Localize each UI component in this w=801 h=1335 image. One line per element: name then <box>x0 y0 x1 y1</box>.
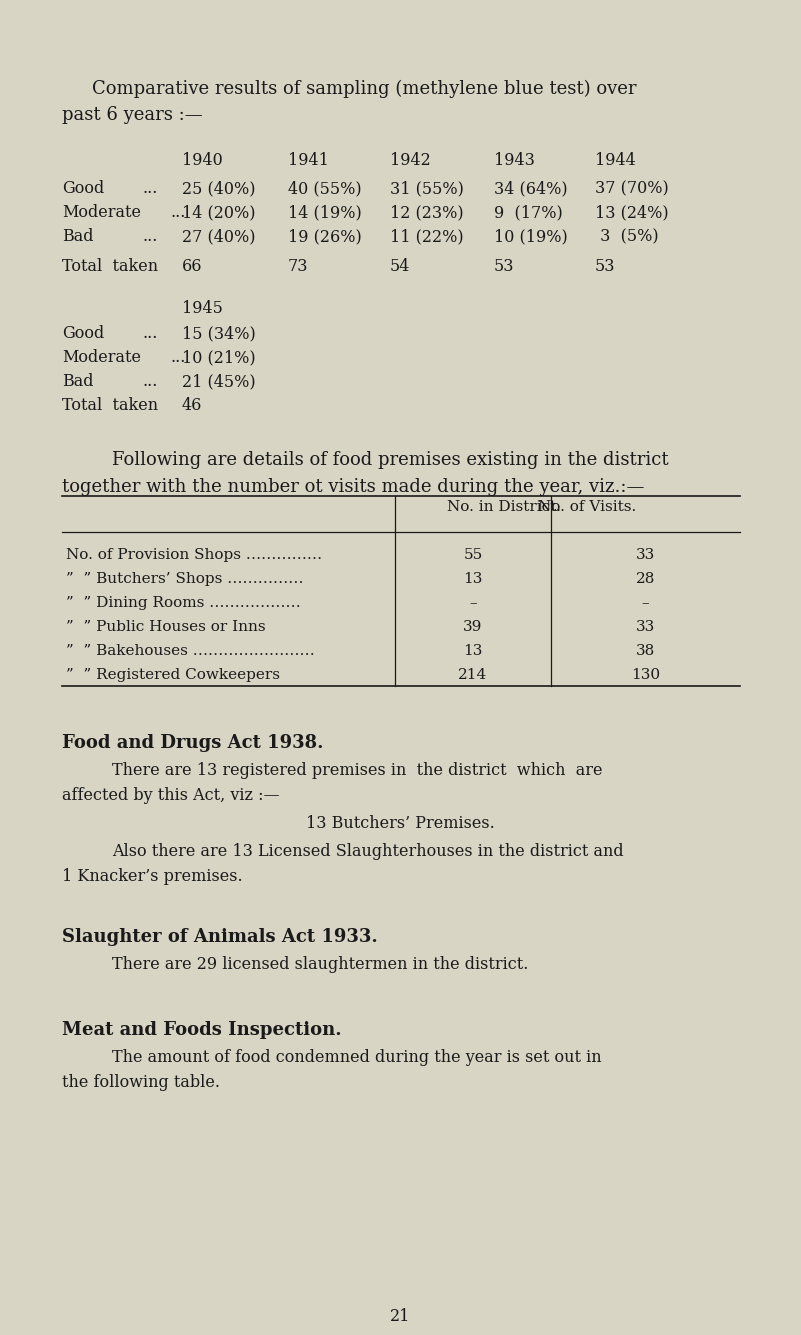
Text: 55: 55 <box>463 547 483 562</box>
Text: The amount of food condemned during the year is set out in: The amount of food condemned during the … <box>112 1049 602 1067</box>
Text: affected by this Act, viz :—: affected by this Act, viz :— <box>62 788 280 804</box>
Text: Also there are 13 Licensed Slaughterhouses in the district and: Also there are 13 Licensed Slaughterhous… <box>112 842 624 860</box>
Text: 10 (19%): 10 (19%) <box>494 228 568 246</box>
Text: 10 (21%): 10 (21%) <box>182 348 256 366</box>
Text: 73: 73 <box>288 258 308 275</box>
Text: ...: ... <box>142 372 157 390</box>
Text: 1940: 1940 <box>182 152 223 170</box>
Text: ...: ... <box>142 228 157 246</box>
Text: Good: Good <box>62 180 104 198</box>
Text: together with the number ot visits made during the year, viz.:—: together with the number ot visits made … <box>62 478 644 497</box>
Text: 31 (55%): 31 (55%) <box>390 180 464 198</box>
Text: 66: 66 <box>182 258 203 275</box>
Text: Bad: Bad <box>62 228 94 246</box>
Text: Food and Drugs Act 1938.: Food and Drugs Act 1938. <box>62 734 324 752</box>
Text: Slaughter of Animals Act 1933.: Slaughter of Animals Act 1933. <box>62 928 378 947</box>
Text: Moderate: Moderate <box>62 204 141 222</box>
Text: 39: 39 <box>463 619 483 634</box>
Text: 53: 53 <box>595 258 615 275</box>
Text: ...: ... <box>142 180 157 198</box>
Text: 46: 46 <box>182 396 203 414</box>
Text: ”  ” Dining Rooms ………………: ” ” Dining Rooms ……………… <box>66 595 300 610</box>
Text: 33: 33 <box>636 547 655 562</box>
Text: ”  ” Butchers’ Shops ……………: ” ” Butchers’ Shops …………… <box>66 571 304 586</box>
Text: 34 (64%): 34 (64%) <box>494 180 568 198</box>
Text: 130: 130 <box>631 668 660 682</box>
Text: 1942: 1942 <box>390 152 431 170</box>
Text: Good: Good <box>62 324 104 342</box>
Text: 14 (19%): 14 (19%) <box>288 204 362 222</box>
Text: –: – <box>642 595 650 610</box>
Text: 54: 54 <box>390 258 410 275</box>
Text: Comparative results of sampling (methylene blue test) over: Comparative results of sampling (methyle… <box>92 80 637 99</box>
Text: –: – <box>469 595 477 610</box>
Text: 11 (22%): 11 (22%) <box>390 228 464 246</box>
Text: 13: 13 <box>463 643 483 658</box>
Text: 19 (26%): 19 (26%) <box>288 228 362 246</box>
Text: No. of Provision Shops ……………: No. of Provision Shops …………… <box>66 547 322 562</box>
Text: 13 (24%): 13 (24%) <box>595 204 669 222</box>
Text: past 6 years :—: past 6 years :— <box>62 105 203 124</box>
Text: 13: 13 <box>463 571 483 586</box>
Text: 13 Butchers’ Premises.: 13 Butchers’ Premises. <box>306 814 494 832</box>
Text: Total  taken: Total taken <box>62 258 158 275</box>
Text: ...: ... <box>142 324 157 342</box>
Text: 33: 33 <box>636 619 655 634</box>
Text: 38: 38 <box>636 643 655 658</box>
Text: 15 (34%): 15 (34%) <box>182 324 256 342</box>
Text: 37 (70%): 37 (70%) <box>595 180 669 198</box>
Text: ”  ” Bakehouses ……………………: ” ” Bakehouses …………………… <box>66 643 315 658</box>
Text: No. of Visits.: No. of Visits. <box>538 501 637 514</box>
Text: 9  (17%): 9 (17%) <box>494 204 563 222</box>
Text: 3  (5%): 3 (5%) <box>595 228 658 246</box>
Text: ”  ” Public Houses or Inns: ” ” Public Houses or Inns <box>66 619 266 634</box>
Text: Total  taken: Total taken <box>62 396 158 414</box>
Text: Meat and Foods Inspection.: Meat and Foods Inspection. <box>62 1021 341 1039</box>
Text: 14 (20%): 14 (20%) <box>182 204 256 222</box>
Text: Bad: Bad <box>62 372 94 390</box>
Text: 40 (55%): 40 (55%) <box>288 180 361 198</box>
Text: 21: 21 <box>390 1308 410 1326</box>
Text: 1941: 1941 <box>288 152 329 170</box>
Text: 1 Knacker’s premises.: 1 Knacker’s premises. <box>62 868 243 885</box>
Text: 21 (45%): 21 (45%) <box>182 372 256 390</box>
Text: 1943: 1943 <box>494 152 535 170</box>
Text: 12 (23%): 12 (23%) <box>390 204 464 222</box>
Text: There are 13 registered premises in  the district  which  are: There are 13 registered premises in the … <box>112 762 602 780</box>
Text: No. in District.: No. in District. <box>447 501 561 514</box>
Text: Moderate: Moderate <box>62 348 141 366</box>
Text: 28: 28 <box>636 571 655 586</box>
Text: 27 (40%): 27 (40%) <box>182 228 256 246</box>
Text: ...: ... <box>170 204 185 222</box>
Text: 214: 214 <box>458 668 488 682</box>
Text: ”  ” Registered Cowkeepers: ” ” Registered Cowkeepers <box>66 668 280 682</box>
Text: the following table.: the following table. <box>62 1073 220 1091</box>
Text: There are 29 licensed slaughtermen in the district.: There are 29 licensed slaughtermen in th… <box>112 956 529 973</box>
Text: Following are details of food premises existing in the district: Following are details of food premises e… <box>112 451 669 469</box>
Text: 25 (40%): 25 (40%) <box>182 180 256 198</box>
Text: 1945: 1945 <box>182 300 223 316</box>
Text: 53: 53 <box>494 258 514 275</box>
Text: ...: ... <box>170 348 185 366</box>
Text: 1944: 1944 <box>595 152 636 170</box>
